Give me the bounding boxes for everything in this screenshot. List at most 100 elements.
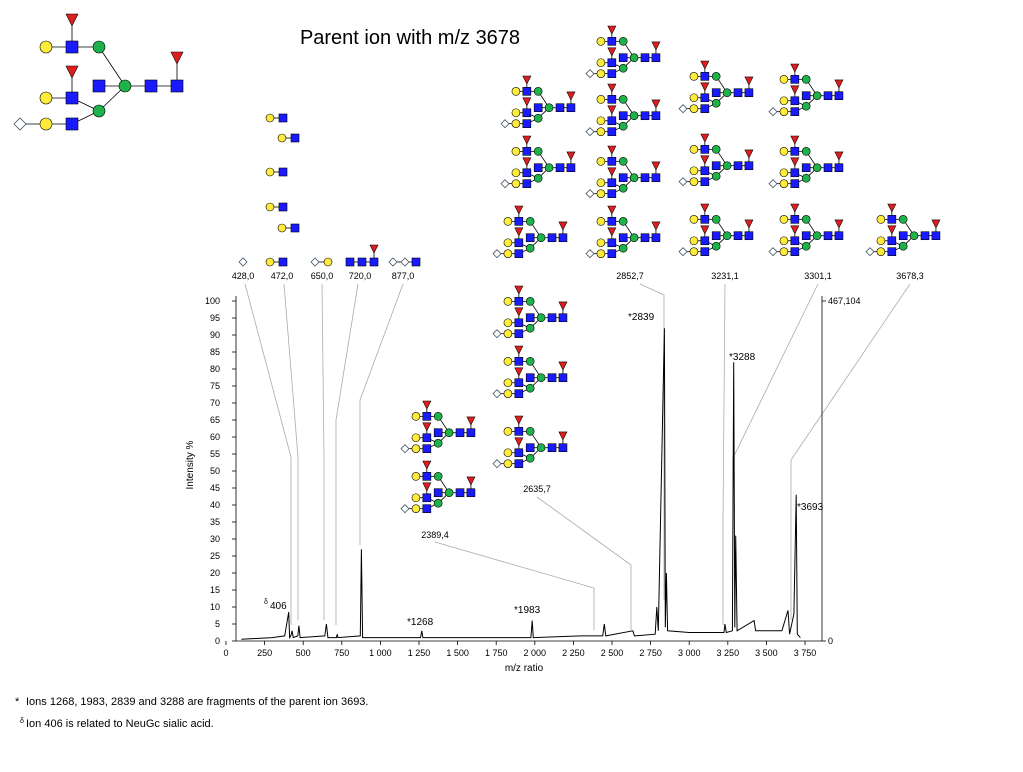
glycan-circle xyxy=(525,217,535,226)
y-tick-label: 30 xyxy=(210,534,220,544)
glycan-diamond xyxy=(585,69,595,79)
y-tick-label: 35 xyxy=(210,517,220,527)
glycan-triangle xyxy=(522,157,532,167)
glycan-triangle xyxy=(607,205,617,215)
peak-label: *1268 xyxy=(407,617,434,628)
glycan-square xyxy=(514,249,524,258)
glycan-square xyxy=(790,168,800,178)
glycan-triangle xyxy=(700,203,710,213)
glycan-square xyxy=(345,257,355,267)
glycan-circle xyxy=(525,357,535,366)
glycan-square xyxy=(618,173,628,183)
ion-label: 3678,3 xyxy=(896,271,924,281)
glycan-square xyxy=(801,91,811,101)
y-tick-label: 100 xyxy=(205,296,220,306)
glycan-triangle xyxy=(514,285,524,295)
x-tick-label: 1 500 xyxy=(446,648,469,658)
glycan-circle xyxy=(533,147,543,156)
glycan xyxy=(585,25,661,79)
glycan-circle xyxy=(411,433,421,443)
x-tick-label: 0 xyxy=(223,648,228,658)
glycan-triangle xyxy=(522,97,532,107)
glycan-circle xyxy=(533,113,543,123)
leader-line xyxy=(790,283,911,620)
x-tick-label: 3 000 xyxy=(678,648,701,658)
glycan-circle xyxy=(722,88,732,98)
glycan-square xyxy=(700,177,710,186)
y-tick-label: 95 xyxy=(210,313,220,323)
glycan-square xyxy=(525,443,535,453)
glycan-circle xyxy=(898,241,908,251)
glycan-square xyxy=(514,297,524,306)
glycan-square xyxy=(834,231,844,241)
glycan-circle xyxy=(265,167,275,177)
glycan-square xyxy=(607,157,617,166)
glycan-square xyxy=(290,133,300,143)
glycan-diamond xyxy=(500,179,510,189)
x-tick-label: 500 xyxy=(296,648,311,658)
glycan-square xyxy=(533,163,543,173)
glycan-circle xyxy=(411,472,421,481)
glycan-triangle xyxy=(607,145,617,155)
glycan-square xyxy=(651,233,661,243)
glycan-square xyxy=(607,116,617,126)
spectrum-line xyxy=(241,328,801,640)
glycan-circle xyxy=(503,297,513,306)
glycan-triangle xyxy=(700,60,710,70)
glycan-triangle xyxy=(790,225,800,235)
glycan-circle xyxy=(596,69,606,78)
glycan-square xyxy=(522,119,532,128)
glycan-triangle xyxy=(790,85,800,95)
glycan-square xyxy=(547,373,557,383)
glycan-diamond xyxy=(865,247,875,257)
glycan-square xyxy=(455,488,465,498)
glycan-circle xyxy=(536,313,546,323)
glycan-circle xyxy=(618,183,628,193)
glycan-square xyxy=(618,111,628,121)
glycan-circle xyxy=(722,231,732,241)
leader-line xyxy=(359,283,404,545)
peak-label: *3693 xyxy=(797,502,824,513)
y-tick-label: 45 xyxy=(210,483,220,493)
glycan-diamond xyxy=(310,257,320,267)
glycan-circle xyxy=(711,145,721,154)
glycan-square xyxy=(514,318,524,328)
glycan-circle xyxy=(801,241,811,251)
glycan xyxy=(678,133,754,187)
glycan-square xyxy=(790,75,800,84)
glycan-triangle xyxy=(369,244,379,254)
glycan-square xyxy=(607,58,617,68)
glycan-square xyxy=(369,257,379,267)
glycan-square xyxy=(607,238,617,248)
glycan-square xyxy=(65,117,79,131)
glycan-circle xyxy=(596,249,606,258)
glycan-square xyxy=(790,236,800,246)
glycan-square xyxy=(547,313,557,323)
glycan-circle xyxy=(689,215,699,224)
ion-label: 428,0 xyxy=(232,271,255,281)
ion-label: 472,0 xyxy=(271,271,294,281)
y2-tick-label: 0 xyxy=(828,636,833,646)
glycan-square xyxy=(92,79,106,93)
glycan-circle xyxy=(596,116,606,126)
glycan-triangle xyxy=(834,151,844,161)
glycan-square xyxy=(744,161,754,171)
glycan-square xyxy=(700,104,710,113)
x-tick-label: 2 500 xyxy=(601,648,624,658)
y-tick-label: 40 xyxy=(210,500,220,510)
ion-label: 720,0 xyxy=(349,271,372,281)
glycan-square xyxy=(555,163,565,173)
glycan-circle xyxy=(277,223,287,233)
glycan-triangle xyxy=(651,221,661,231)
glycan-triangle xyxy=(790,135,800,145)
glycan xyxy=(492,415,568,469)
glycan-triangle xyxy=(566,91,576,101)
glycan-square xyxy=(931,231,941,241)
glycan-circle xyxy=(92,40,106,54)
glycan-triangle xyxy=(514,227,524,237)
glycan-square xyxy=(651,173,661,183)
glycan-circle xyxy=(618,121,628,131)
glycan-circle xyxy=(596,238,606,248)
glycan-fragment xyxy=(265,113,288,123)
glycan-square xyxy=(887,215,897,224)
